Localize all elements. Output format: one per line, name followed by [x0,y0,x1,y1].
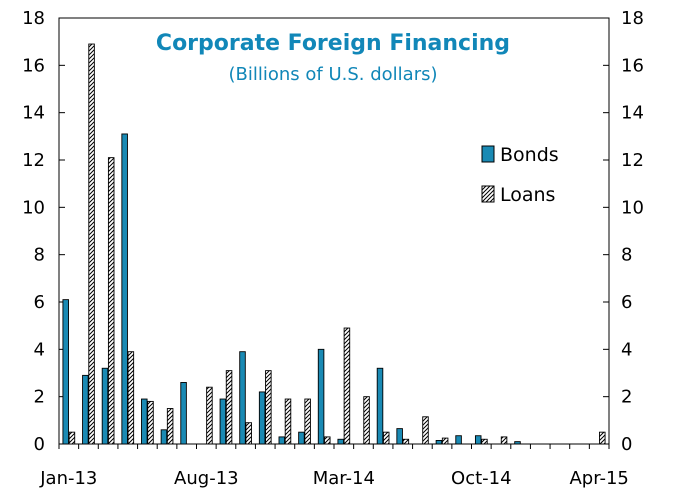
bonds-bar [101,367,109,445]
loans-bar [500,436,508,445]
bonds-bar [62,299,69,445]
bonds-bar [337,438,344,445]
loans-bar [343,327,351,445]
x-tick-label: Aug-13 [174,468,239,489]
bonds-bar [239,351,246,445]
x-axis: Jan-13 Aug-13 Mar-14 Oct-14 Apr-15 [39,444,629,489]
right-y-tick-label: 10 [621,197,644,218]
x-tick-label: Apr-15 [569,468,628,489]
legend-swatch-loans [481,185,495,203]
right-y-tick-label: 4 [621,339,632,360]
left-y-tick-label: 4 [34,339,45,360]
loans-bar [363,396,370,445]
right-y-axis: 0 2 4 6 8 10 12 14 16 18 [603,8,644,455]
bonds-bar [141,398,148,445]
bonds-bar [258,391,266,445]
x-tick-label: Mar-14 [313,468,375,489]
loans-bar [422,416,429,445]
right-y-tick-label: 16 [621,55,644,76]
loans-bar [245,422,252,445]
loans-bar [225,370,233,445]
left-y-tick-label: 12 [22,150,45,171]
loans-bar [481,438,488,445]
bonds-bar [160,429,168,445]
loans-bar [166,408,174,445]
loans-bar [206,386,213,445]
bonds-bar [278,436,286,445]
x-tick-label: Jan-13 [39,468,97,489]
bars [62,43,606,445]
loans-bar [88,43,95,445]
bonds-bar [180,382,187,445]
left-y-tick-label: 8 [34,245,45,266]
loans-bar [441,437,449,445]
right-y-tick-label: 2 [621,387,632,408]
loans-bar [304,398,311,445]
bonds-bar [219,398,227,445]
chart-title: Corporate Foreign Financing [156,31,510,56]
left-y-tick-label: 10 [22,197,45,218]
bonds-bar [376,367,384,445]
legend: Bonds Loans [481,144,559,206]
loans-bar [127,351,135,445]
bonds-bar [82,374,89,445]
legend-swatch-bonds [481,145,495,163]
right-y-tick-label: 18 [621,8,644,29]
loans-bar [324,436,331,445]
loans-bar [284,398,292,445]
left-y-tick-label: 6 [34,292,45,313]
loans-bar [382,431,390,445]
loans-bar [265,370,272,445]
legend-label-loans: Loans [500,184,555,206]
loans-bar [107,157,115,445]
right-y-tick-label: 12 [621,150,644,171]
bonds-bar [455,435,462,445]
bonds-bar [474,435,482,445]
loans-bar [402,438,410,445]
right-y-tick-label: 0 [621,434,632,455]
bonds-bar [435,440,443,445]
left-y-axis: 0 2 4 6 8 10 12 14 16 18 [22,8,65,455]
chart-subtitle: (Billions of U.S. dollars) [228,64,437,85]
loans-bar [68,431,76,445]
right-y-tick-label: 8 [621,245,632,266]
bonds-bar [317,348,325,445]
left-y-tick-label: 16 [22,55,45,76]
loans-bar [147,400,154,445]
loans-bar [599,431,606,445]
right-y-tick-label: 14 [621,103,644,124]
bonds-bar [298,431,305,445]
left-y-tick-label: 0 [34,434,45,455]
bonds-bar [121,133,128,445]
x-tick-label: Oct-14 [451,468,512,489]
legend-label-bonds: Bonds [500,144,559,166]
bonds-bar [396,428,403,445]
right-y-tick-label: 6 [621,292,632,313]
bonds-bar [514,441,521,445]
left-y-tick-label: 18 [22,8,45,29]
left-y-tick-label: 14 [22,103,45,124]
left-y-tick-label: 2 [34,387,45,408]
